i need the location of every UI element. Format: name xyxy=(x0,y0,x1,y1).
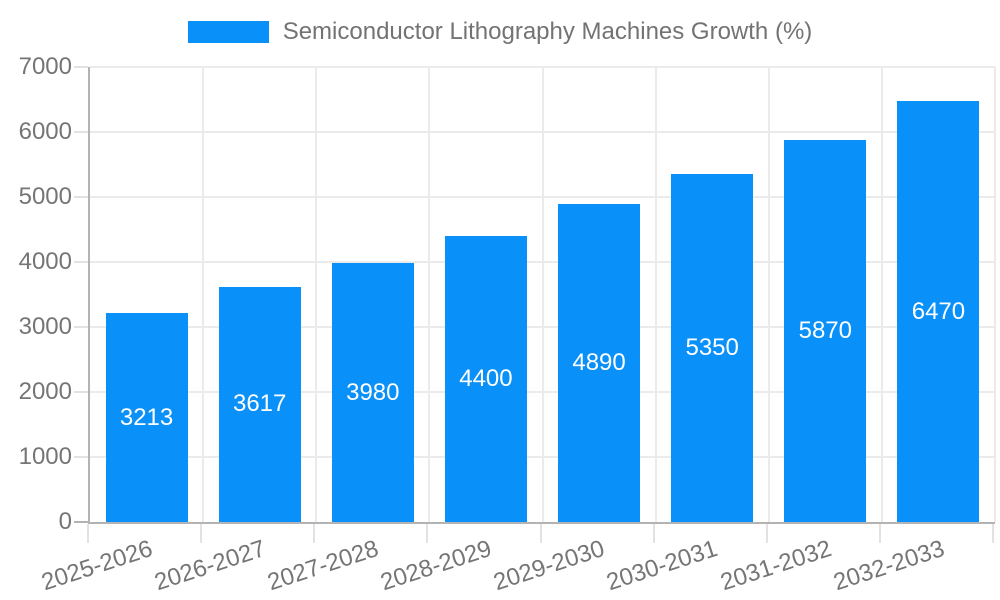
y-axis-tick xyxy=(74,261,88,263)
bar-value-label: 3213 xyxy=(119,403,174,431)
gridline-vertical xyxy=(428,67,431,522)
bar-value-label: 4890 xyxy=(572,349,626,377)
y-axis-tick-label: 5000 xyxy=(18,183,72,210)
bar-value-label: 3617 xyxy=(232,390,287,418)
y-axis-tick-label: 7000 xyxy=(18,53,72,80)
x-axis-tick xyxy=(652,524,655,543)
gridline-vertical xyxy=(541,67,544,522)
bar-2030-2031[interactable]: 5350 xyxy=(671,174,754,522)
x-axis-tick xyxy=(426,524,429,543)
x-axis-tick xyxy=(313,524,316,543)
gridline-vertical xyxy=(767,67,770,522)
plot-area: 3213 3617 3980 4400 4890 5350 5870 6470 xyxy=(88,66,996,524)
bar-value-label: 6470 xyxy=(911,297,966,325)
y-axis-tick-label: 1000 xyxy=(18,443,72,470)
y-axis-tick xyxy=(74,456,88,458)
bar-value-label: 4400 xyxy=(459,365,513,392)
bar-value-label: 5350 xyxy=(685,334,739,362)
y-axis-tick-label: 4000 xyxy=(18,248,72,275)
y-axis-tick-label: 6000 xyxy=(18,118,72,145)
gridline-vertical xyxy=(654,67,657,522)
y-axis-tick xyxy=(74,391,88,393)
legend-series-marker-icon xyxy=(187,21,269,43)
bar-2029-2030[interactable]: 4890 xyxy=(558,204,641,522)
gridline-vertical xyxy=(880,67,883,522)
x-axis-tick xyxy=(765,524,768,543)
x-axis-tick xyxy=(878,524,881,543)
gridline-vertical xyxy=(202,67,205,522)
x-axis-tick-label: 2029-2030 xyxy=(490,535,609,597)
x-axis-tick-label: 2030-2031 xyxy=(603,535,722,597)
y-axis-tick xyxy=(74,66,88,68)
bar-value-label: 5870 xyxy=(798,317,852,345)
x-axis-tick-label: 2032-2033 xyxy=(829,535,948,597)
y-axis-tick xyxy=(74,131,88,133)
legend-series-label: Semiconductor Lithography Machines Growt… xyxy=(282,18,813,45)
chart-legend[interactable]: Semiconductor Lithography Machines Growt… xyxy=(0,14,1000,50)
y-axis-tick-label: 3000 xyxy=(18,313,72,340)
bar-2027-2028[interactable]: 3980 xyxy=(331,263,414,522)
x-axis-tick-label: 2027-2028 xyxy=(264,535,382,597)
x-axis-tick xyxy=(539,524,542,543)
x-axis-tick xyxy=(200,524,203,543)
bar-2025-2026[interactable]: 3213 xyxy=(105,313,188,522)
bar-value-label: 3980 xyxy=(346,378,400,406)
gridline-vertical xyxy=(315,67,318,522)
x-axis-tick-label: 2025-2026 xyxy=(38,535,156,597)
bar-2026-2027[interactable]: 3617 xyxy=(218,286,301,522)
y-axis-tick xyxy=(74,521,88,523)
x-axis-tick-label: 2026-2027 xyxy=(151,535,269,597)
y-axis-tick xyxy=(74,326,88,328)
y-axis-tick-label: 0 xyxy=(58,508,72,535)
gridline-vertical xyxy=(994,67,996,522)
y-axis-tick xyxy=(74,196,88,198)
y-axis-tick-label: 2000 xyxy=(18,378,72,405)
bar-2028-2029[interactable]: 4400 xyxy=(444,236,527,522)
x-axis-tick-label: 2031-2032 xyxy=(716,535,835,597)
x-axis-tick xyxy=(87,524,89,543)
x-axis-tick xyxy=(992,524,994,543)
bar-2032-2033[interactable]: 6470 xyxy=(897,101,980,522)
x-axis-tick-label: 2028-2029 xyxy=(377,535,495,597)
bar-2031-2032[interactable]: 5870 xyxy=(784,140,867,522)
